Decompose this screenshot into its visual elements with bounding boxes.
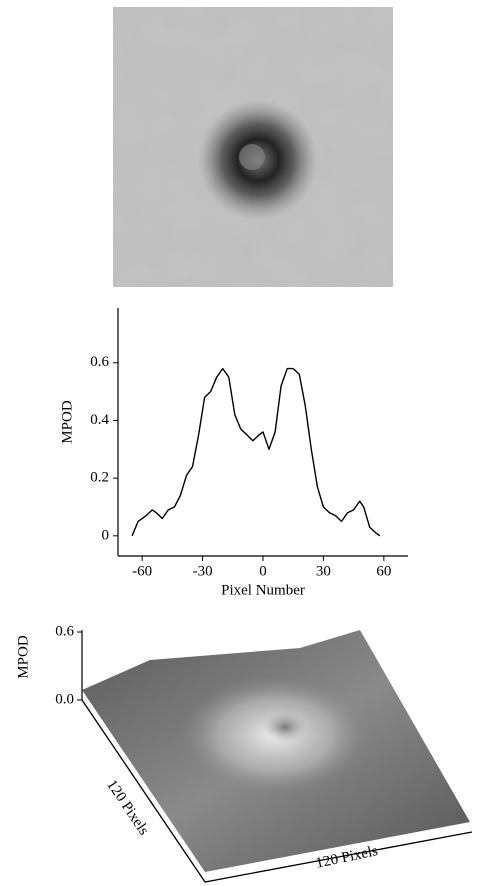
fundus-image (113, 7, 393, 287)
surface-plot (81, 630, 473, 883)
y-axis-label: 120 Pixels (103, 777, 152, 838)
data-line (131, 367, 381, 537)
x-tick-label: 30 (316, 563, 331, 579)
x-tick-label: 0 (259, 563, 267, 579)
z-tick-label: 0.0 (55, 691, 74, 707)
x-tick-label: -30 (193, 563, 213, 579)
z-tick-label: 0.6 (55, 623, 74, 639)
x-axis-label: Pixel Number (221, 582, 305, 598)
x-tick-label: 60 (376, 563, 391, 579)
y-tick-label: 0.2 (90, 470, 109, 486)
y-tick-label: 0.6 (90, 354, 109, 370)
x-tick-label: -60 (132, 563, 152, 579)
y-tick-label: 0 (102, 527, 110, 543)
y-axis-label: MPOD (59, 400, 75, 444)
z-axis-label: MPOD (15, 635, 31, 679)
y-tick-label: 0.4 (90, 412, 109, 428)
